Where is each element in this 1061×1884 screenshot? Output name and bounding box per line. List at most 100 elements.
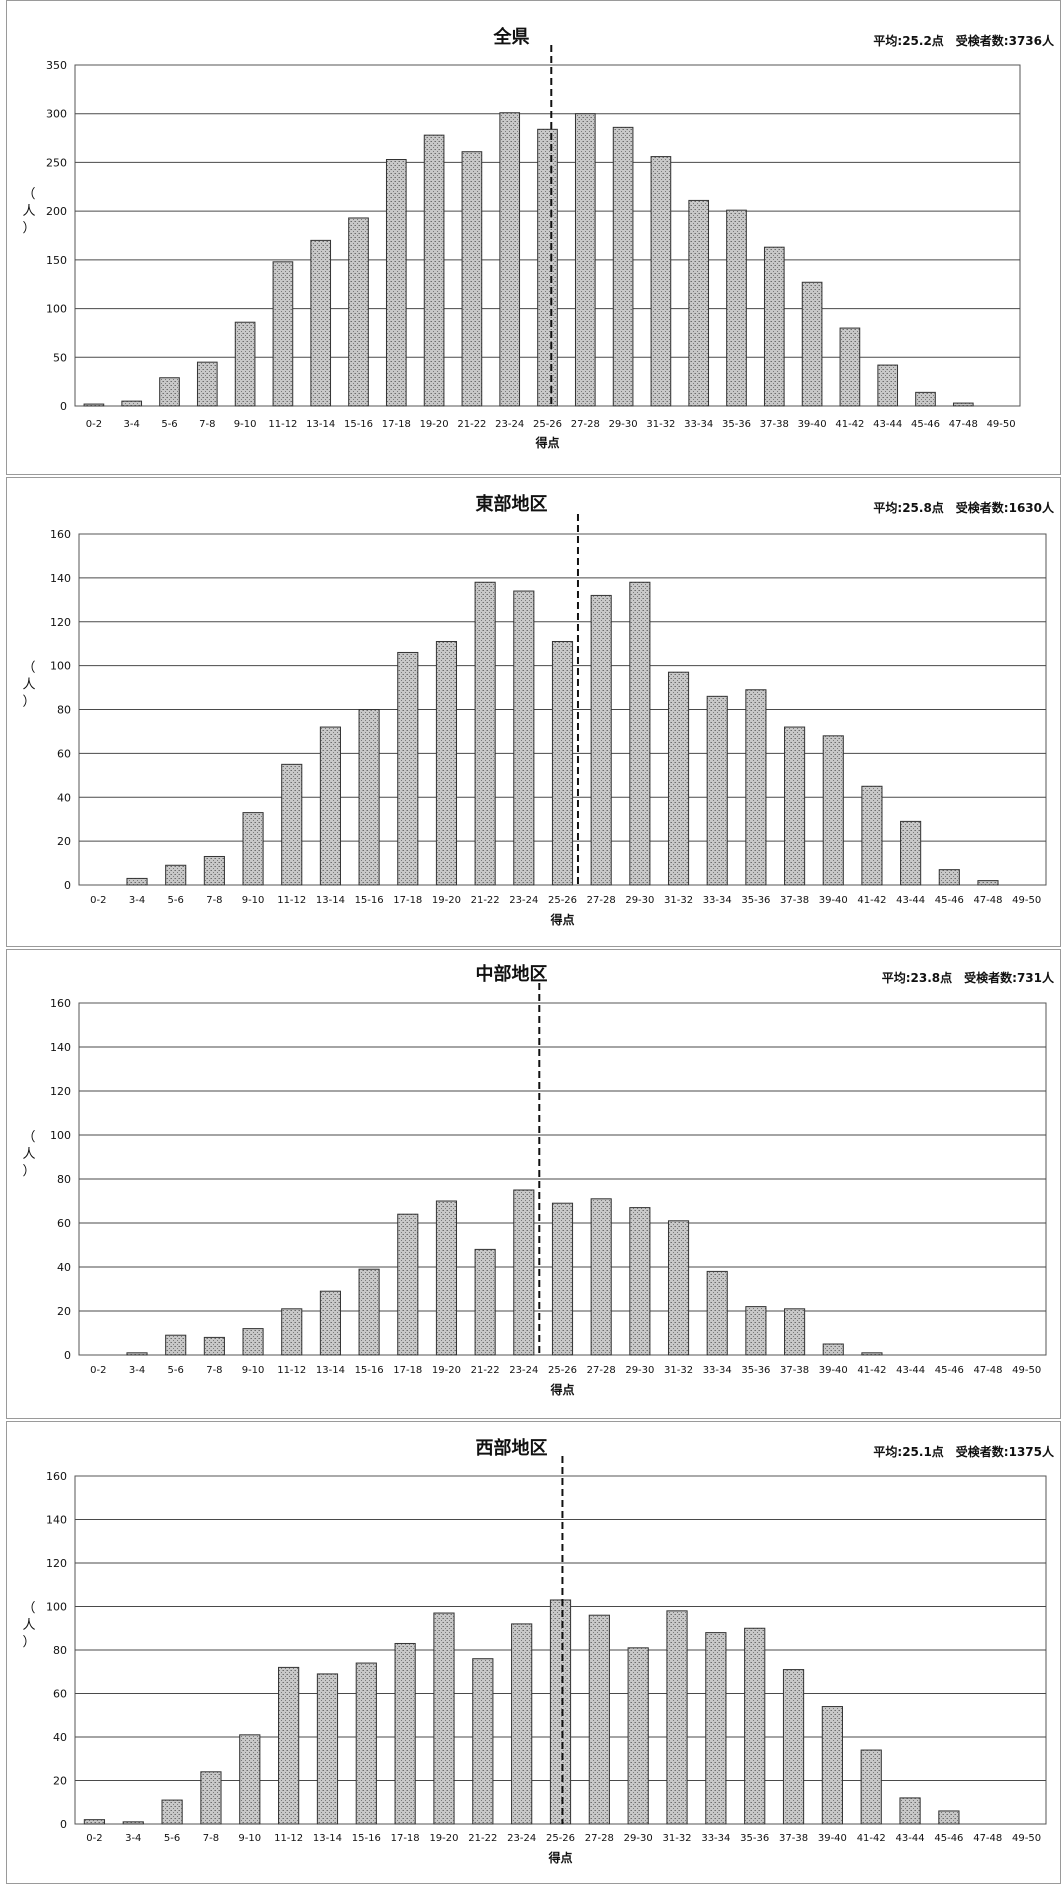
x-axis-label: 得点 xyxy=(547,1850,572,1865)
bar-3-4 xyxy=(122,1821,144,1825)
x-axis-label: 得点 xyxy=(534,435,559,450)
x-tick-label: 45-46 xyxy=(911,419,940,430)
bar-11-12 xyxy=(281,763,303,886)
y-tick-label: 20 xyxy=(57,1305,71,1318)
x-tick-label: 19-20 xyxy=(429,1833,458,1844)
chart-panel-seibu: 0 20 40 60 80 100 120 140 160 0-2 3-4 5-6 7-8 9-10 11-… xyxy=(6,1421,1061,1884)
y-tick-label: 0 xyxy=(60,400,67,413)
y-tick-label: 80 xyxy=(57,1173,71,1186)
bar-31-32 xyxy=(666,1610,688,1825)
chart-seibu: 0 20 40 60 80 100 120 140 160 0-2 3-4 5-6 7-8 9-10 11-… xyxy=(22,1437,1055,1865)
bar-43-44 xyxy=(899,1797,921,1825)
y-tick-label: 140 xyxy=(46,1514,67,1527)
x-tick-label: 23-24 xyxy=(509,1365,538,1376)
bar-45-46 xyxy=(938,1810,960,1825)
bar-11-12 xyxy=(281,1308,303,1356)
x-tick-label: 0-2 xyxy=(86,419,102,430)
y-tick-label: 150 xyxy=(46,254,67,267)
y-axis-label: （人） xyxy=(22,1130,35,1179)
bar-7-8 xyxy=(203,855,225,886)
x-tick-label: 3-4 xyxy=(129,895,145,906)
bar-23-24 xyxy=(511,1623,533,1825)
bar-25-26 xyxy=(537,128,558,407)
x-tick-label: 11-12 xyxy=(274,1833,303,1844)
x-tick-label: 39-40 xyxy=(798,419,827,430)
y-tick-label: 60 xyxy=(53,1688,67,1701)
x-tick-label: 35-36 xyxy=(740,1833,769,1844)
x-tick-label: 3-4 xyxy=(124,419,140,430)
y-axis-label: （人） xyxy=(22,660,35,709)
x-tick-label: 47-48 xyxy=(973,895,1002,906)
bar-11-12 xyxy=(278,1666,300,1825)
y-tick-label: 20 xyxy=(57,835,71,848)
bar-39-40 xyxy=(822,1343,844,1356)
bar-27-28 xyxy=(574,113,596,407)
x-tick-label: 25-26 xyxy=(548,1365,577,1376)
bar-29-30 xyxy=(627,1647,649,1825)
x-tick-label: 33-34 xyxy=(703,895,732,906)
bar-45-46 xyxy=(915,391,936,407)
x-tick-label: 25-26 xyxy=(546,1833,575,1844)
y-tick-label: 0 xyxy=(64,879,71,892)
x-tick-label: 37-38 xyxy=(779,1833,808,1844)
x-tick-label: 7-8 xyxy=(206,1365,222,1376)
x-tick-label: 5-6 xyxy=(168,1365,184,1376)
x-tick-label: 13-14 xyxy=(313,1833,342,1844)
x-tick-label: 45-46 xyxy=(934,1833,963,1844)
y-tick-label: 350 xyxy=(46,59,67,72)
bar-23-24 xyxy=(513,590,535,886)
bar-43-44 xyxy=(877,364,899,407)
x-tick-label: 27-28 xyxy=(587,895,616,906)
x-tick-label: 19-20 xyxy=(432,1365,461,1376)
x-tick-label: 21-22 xyxy=(468,1833,497,1844)
bar-27-28 xyxy=(588,1614,610,1825)
x-tick-label: 17-18 xyxy=(393,895,422,906)
y-tick-label: 300 xyxy=(46,108,67,121)
chart-title: 東部地区 xyxy=(476,493,548,515)
y-tick-label: 40 xyxy=(53,1731,67,1744)
x-tick-label: 43-44 xyxy=(896,1833,925,1844)
x-tick-label: 39-40 xyxy=(819,1365,848,1376)
y-tick-label: 60 xyxy=(57,1217,71,1230)
x-tick-label: 27-28 xyxy=(571,419,600,430)
bar-45-46 xyxy=(938,869,960,886)
x-tick-label: 25-26 xyxy=(548,895,577,906)
bar-37-38 xyxy=(784,726,806,886)
bar-3-4 xyxy=(126,877,148,886)
x-tick-label: 31-32 xyxy=(646,419,675,430)
bar-21-22 xyxy=(474,1248,496,1356)
bar-5-6 xyxy=(165,1334,187,1356)
bar-21-22 xyxy=(474,581,496,886)
x-tick-label: 43-44 xyxy=(873,419,902,430)
bar-3-4 xyxy=(126,1352,148,1356)
y-tick-label: 100 xyxy=(50,660,71,673)
x-tick-label: 39-40 xyxy=(819,895,848,906)
bar-0-2 xyxy=(83,1819,106,1825)
bar-19-20 xyxy=(433,1612,455,1825)
bar-9-10 xyxy=(239,1734,261,1825)
x-tick-label: 35-36 xyxy=(741,1365,770,1376)
bar-25-26 xyxy=(551,1202,574,1356)
bar-37-38 xyxy=(784,1308,806,1356)
x-tick-label: 27-28 xyxy=(585,1833,614,1844)
y-tick-label: 40 xyxy=(57,791,71,804)
bar-33-34 xyxy=(706,695,728,886)
bar-25-26 xyxy=(549,1599,572,1825)
y-tick-label: 160 xyxy=(46,1470,67,1483)
x-axis-label: 得点 xyxy=(549,1382,574,1397)
x-tick-label: 31-32 xyxy=(662,1833,691,1844)
x-tick-label: 9-10 xyxy=(242,895,265,906)
y-tick-label: 200 xyxy=(46,205,67,218)
y-tick-label: 120 xyxy=(50,1085,71,1098)
bar-7-8 xyxy=(200,1771,222,1825)
x-tick-label: 31-32 xyxy=(664,895,693,906)
x-tick-label: 43-44 xyxy=(896,895,925,906)
bar-0-2 xyxy=(83,403,105,407)
bar-5-6 xyxy=(159,377,180,407)
x-tick-label: 19-20 xyxy=(420,419,449,430)
x-tick-label: 9-10 xyxy=(234,419,257,430)
x-tick-label: 11-12 xyxy=(277,895,306,906)
x-tick-label: 43-44 xyxy=(896,1365,925,1376)
x-tick-label: 13-14 xyxy=(316,1365,345,1376)
x-tick-label: 15-16 xyxy=(352,1833,381,1844)
